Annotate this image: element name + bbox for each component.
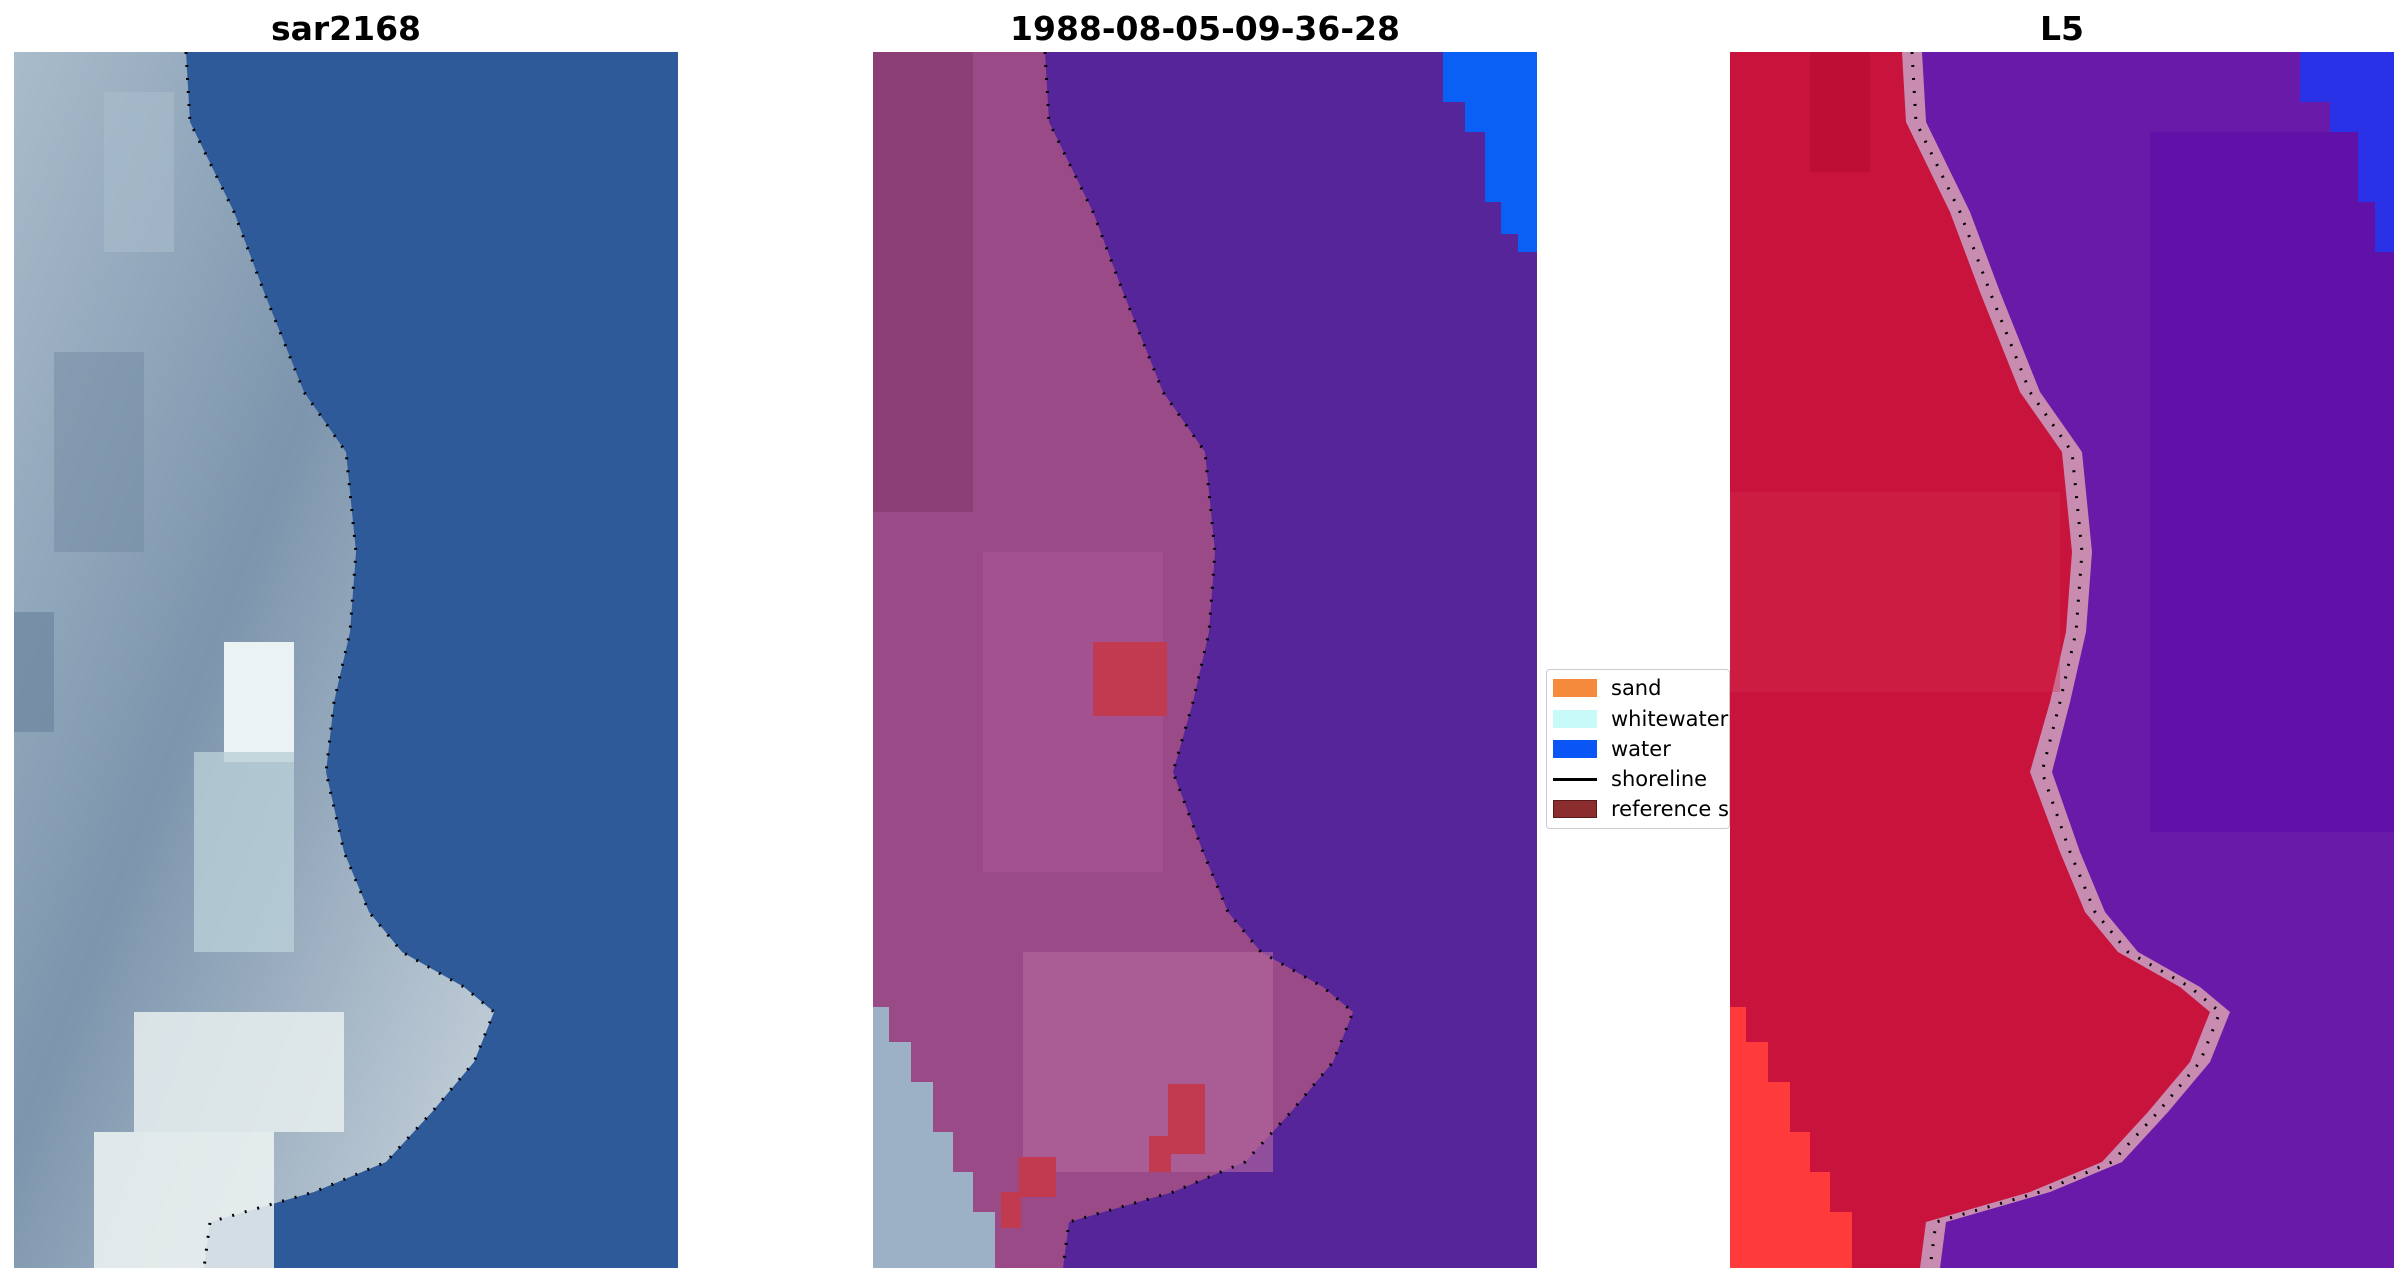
legend-item-reference: reference s bbox=[1553, 795, 1729, 823]
index-panel bbox=[1730, 52, 2394, 1268]
reference-sand-1 bbox=[1093, 642, 1167, 716]
legend-label-reference: reference s bbox=[1611, 797, 1729, 821]
reference-sand-4 bbox=[1019, 1157, 1056, 1197]
sand-swatch bbox=[1553, 679, 1597, 697]
legend-label-sand: sand bbox=[1611, 676, 1662, 700]
legend-label-shoreline: shoreline bbox=[1611, 767, 1708, 791]
class-water-blue bbox=[1443, 52, 1537, 252]
panel-title-index: L5 bbox=[2040, 9, 2084, 48]
water-swatch bbox=[1553, 740, 1597, 758]
classification-panel bbox=[873, 52, 1537, 1268]
reference-sand-5 bbox=[1001, 1192, 1021, 1228]
reference-sand-2 bbox=[1168, 1084, 1205, 1154]
whitewater-swatch bbox=[1553, 710, 1597, 728]
legend-item-whitewater: whitewater bbox=[1553, 705, 1728, 733]
reference-sand-3 bbox=[1149, 1136, 1171, 1172]
index-water-blue bbox=[2300, 52, 2394, 252]
legend-item-sand: sand bbox=[1553, 674, 1661, 702]
class-whitewater-land bbox=[873, 1007, 995, 1268]
index-land bbox=[1730, 52, 2210, 1268]
panel-title-classification: 1988-08-05-09-36-28 bbox=[1010, 9, 1400, 48]
reference-swatch bbox=[1553, 800, 1597, 818]
index-bright-land bbox=[1730, 1007, 1852, 1268]
legend-item-shoreline: shoreline bbox=[1553, 765, 1707, 793]
shoreline-dotted bbox=[1910, 52, 2222, 1268]
rgb-image-panel bbox=[14, 52, 678, 1268]
legend-label-whitewater: whitewater bbox=[1611, 707, 1729, 731]
legend-item-water: water bbox=[1553, 735, 1671, 763]
legend-label-water: water bbox=[1611, 737, 1671, 761]
panel-title-rgb: sar2168 bbox=[270, 9, 422, 48]
legend: sand whitewater water shoreline referenc… bbox=[1546, 669, 1730, 829]
shoreline-line-icon bbox=[1553, 777, 1597, 781]
